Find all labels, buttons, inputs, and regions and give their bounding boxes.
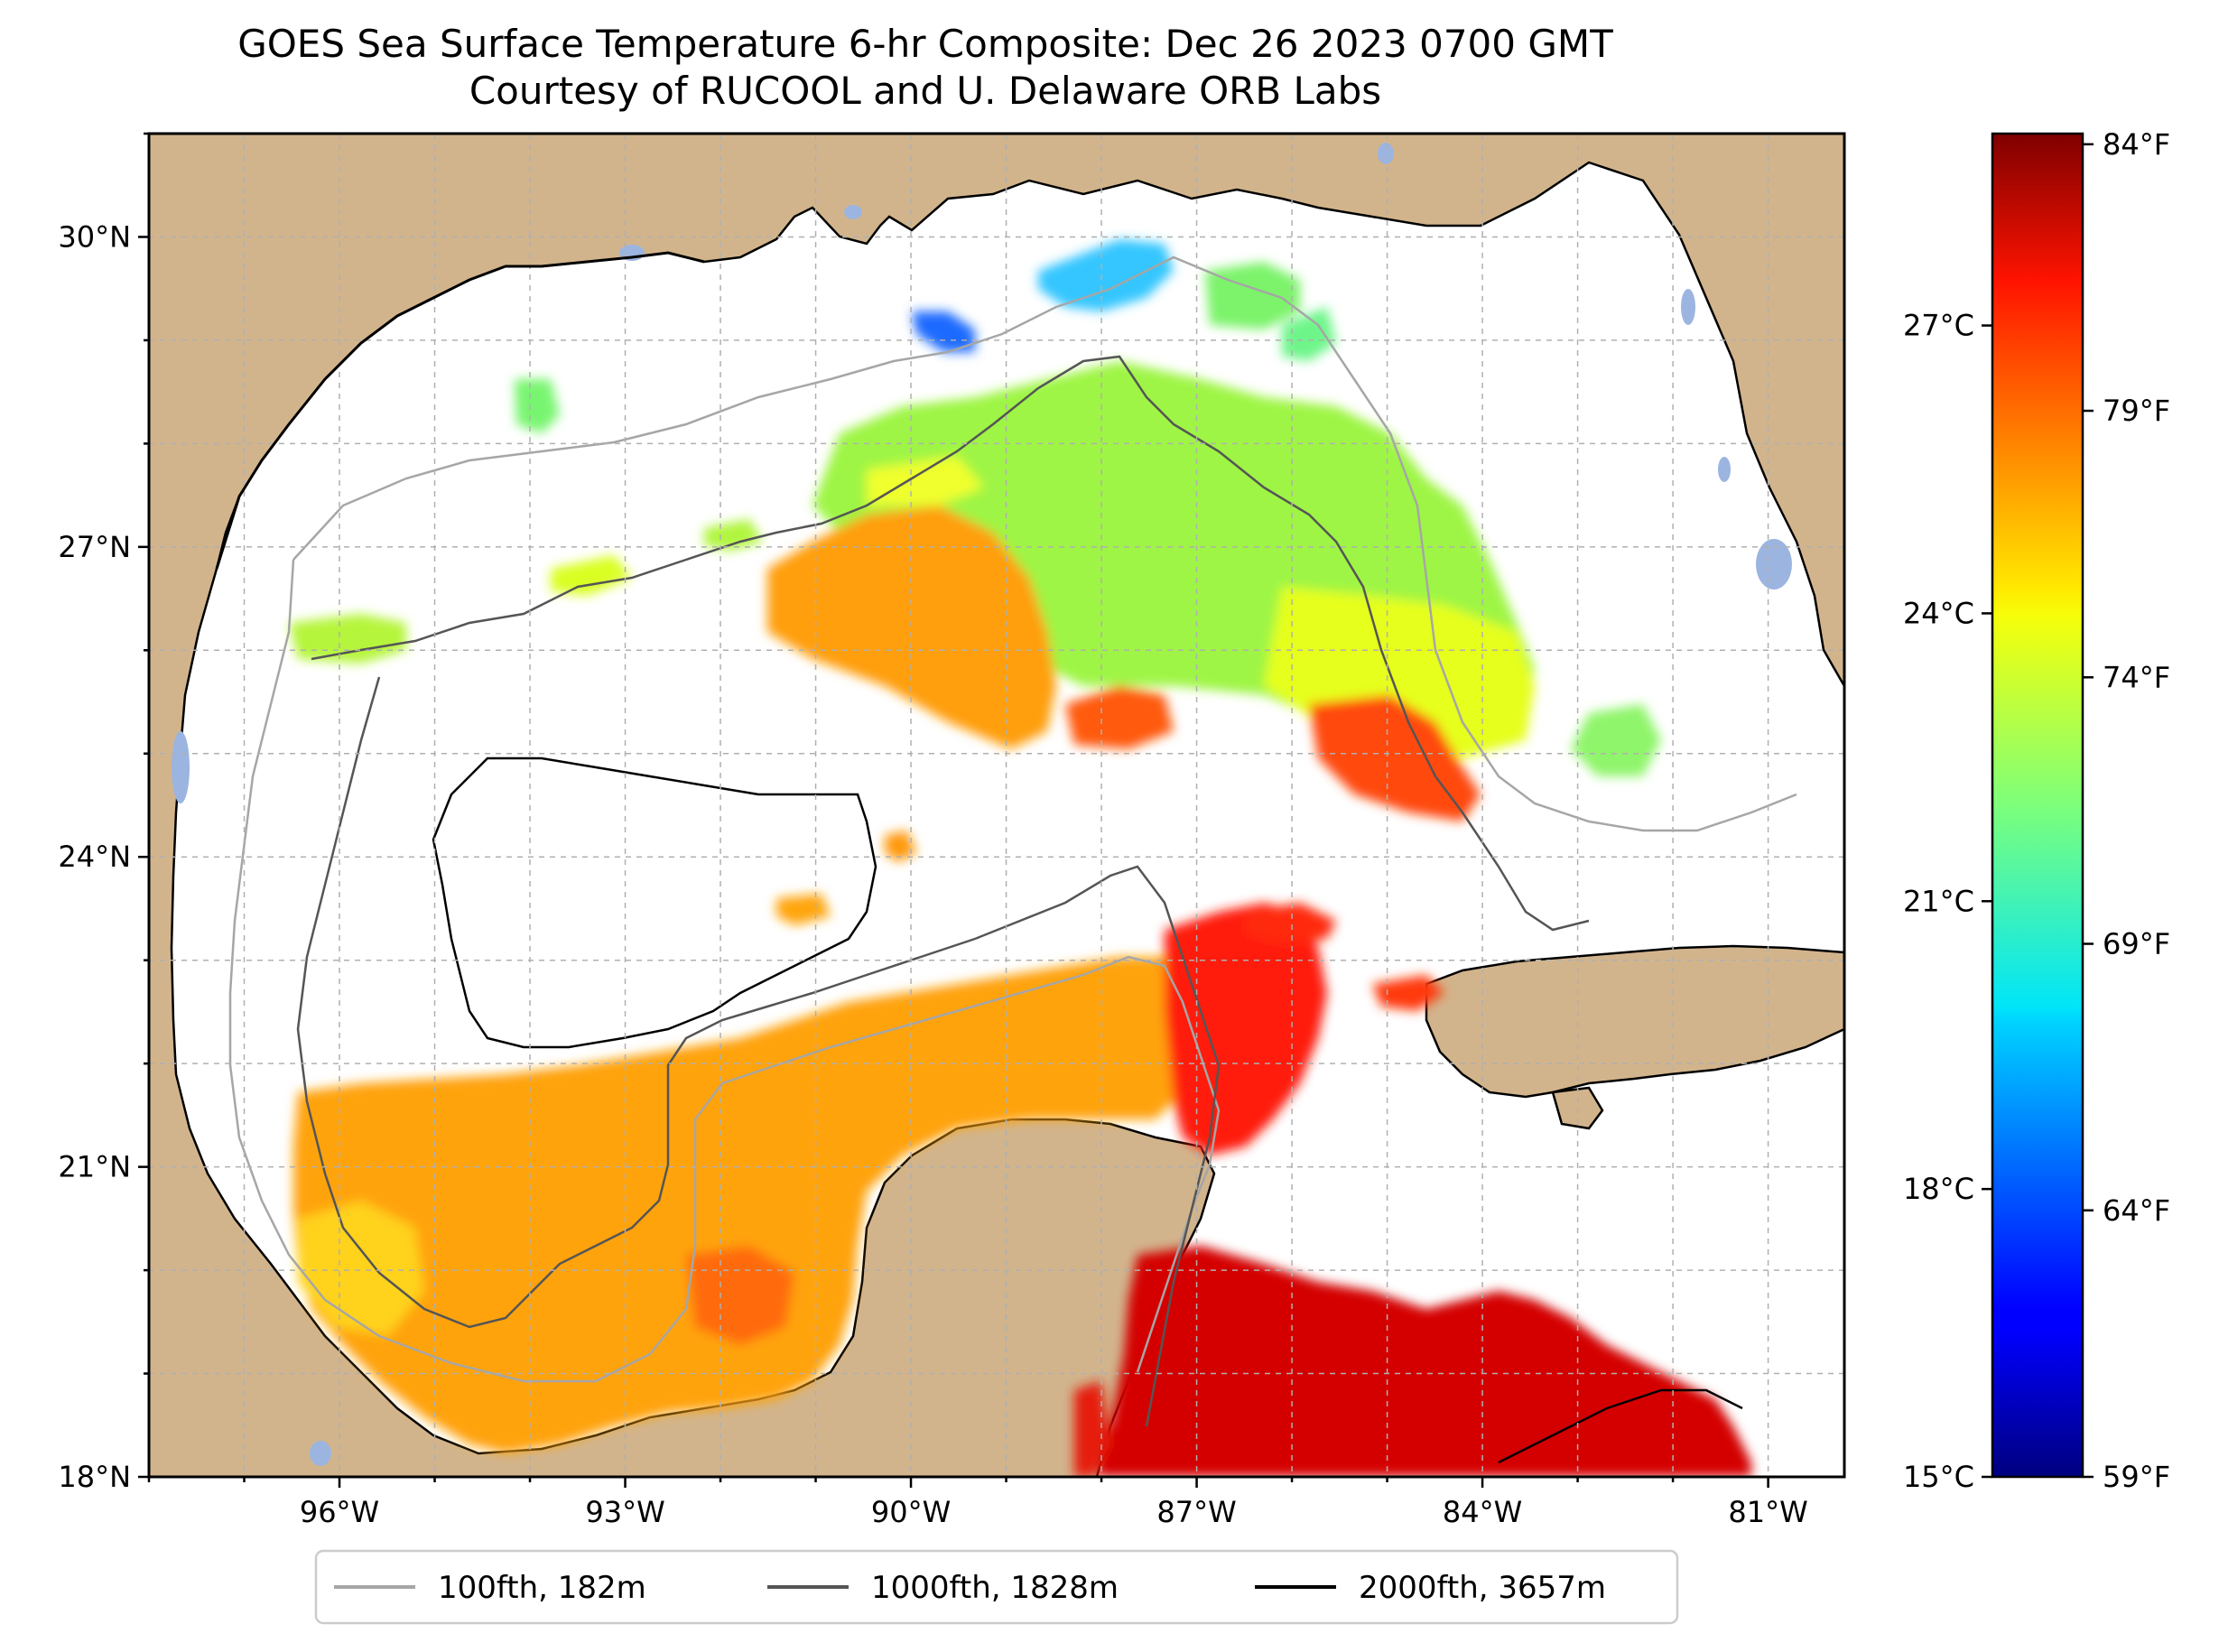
colorbar-fahrenheit-label: 74°F bbox=[2103, 660, 2170, 694]
colorbar-celsius-label: 18°C bbox=[1903, 1172, 1974, 1206]
sst-patch-orange-small2 bbox=[776, 894, 831, 925]
lat-tick-label: 27°N bbox=[58, 530, 131, 564]
chart-title: GOES Sea Surface Temperature 6-hr Compos… bbox=[237, 22, 1613, 66]
chart-subtitle: Courtesy of RUCOOL and U. Delaware ORB L… bbox=[469, 69, 1382, 113]
colorbar-celsius-axis: 15°C 18°C 21°C 24°C 27°C bbox=[1903, 309, 1992, 1494]
lat-tick-label: 24°N bbox=[58, 840, 131, 874]
map-frame bbox=[147, 132, 1846, 1479]
contour-1000fth bbox=[296, 355, 1590, 1427]
colorbar bbox=[1991, 132, 2084, 1479]
colorbar-fahrenheit-label: 59°F bbox=[2103, 1460, 2170, 1494]
sst-patch-loop-red bbox=[1165, 903, 1327, 1155]
sst-patch-green2 bbox=[1282, 307, 1336, 361]
colorbar-celsius-label: 24°C bbox=[1903, 596, 1974, 630]
colorbar-celsius-label: 21°C bbox=[1903, 884, 1974, 918]
sst-patch-red-cuba-north bbox=[1372, 975, 1444, 1011]
sst-patch-redorange2 bbox=[1309, 695, 1481, 821]
contour-100fth bbox=[228, 255, 1797, 1383]
colorbar-fahrenheit-label: 84°F bbox=[2103, 127, 2170, 162]
legend: 100fth, 182m 1000fth, 1828m 2000fth, 3657m bbox=[314, 1549, 1679, 1625]
sst-patch-orange-west bbox=[767, 506, 1056, 749]
contour-2000fth bbox=[432, 756, 1743, 1464]
sst-patch-loop-red-north bbox=[1246, 903, 1336, 943]
lon-tick-label: 96°W bbox=[300, 1495, 379, 1529]
colorbar-fahrenheit-label: 69°F bbox=[2103, 927, 2170, 961]
sst-patch-orange-small1 bbox=[885, 831, 916, 862]
legend-label: 100fth, 182m bbox=[438, 1570, 646, 1606]
lon-tick-label: 93°W bbox=[585, 1495, 664, 1529]
sst-patch-green3 bbox=[515, 379, 560, 433]
sst-patch-greenyellow-east bbox=[1571, 704, 1661, 776]
sst-patch-green-wshelf bbox=[704, 519, 763, 551]
latitude-axis: 30°N 27°N 24°N 21°N 18°N bbox=[58, 132, 149, 1494]
longitude-axis: 96°W 93°W 90°W 87°W 84°W 81°W bbox=[147, 1477, 1808, 1529]
coastline bbox=[215, 251, 705, 570]
sst-patch-green1 bbox=[1205, 262, 1300, 329]
sst-patch-redorange1 bbox=[1065, 686, 1174, 749]
lon-tick-label: 81°W bbox=[1728, 1495, 1807, 1529]
lon-tick-label: 87°W bbox=[1156, 1495, 1236, 1529]
land bbox=[149, 134, 1844, 1477]
colorbar-fahrenheit-label: 79°F bbox=[2103, 394, 2170, 428]
lon-tick-label: 90°W bbox=[871, 1495, 951, 1529]
sst-patch-blue bbox=[912, 311, 975, 352]
lon-tick-label: 84°W bbox=[1443, 1495, 1522, 1529]
colorbar-fahrenheit-label: 64°F bbox=[2103, 1193, 2170, 1228]
lat-tick-label: 18°N bbox=[58, 1460, 131, 1494]
legend-box bbox=[314, 1549, 1679, 1625]
sst-patch-yellow-wshelf bbox=[551, 555, 632, 596]
sst-patch-yellowgreen-wcoast bbox=[289, 614, 406, 664]
colorbar-fahrenheit-axis: 59°F 64°F 69°F 74°F 79°F 84°F bbox=[2083, 127, 2170, 1494]
sst-patch-yellow-north bbox=[867, 456, 984, 506]
colorbar-celsius-label: 27°C bbox=[1903, 309, 1974, 343]
legend-label: 2000fth, 3657m bbox=[1359, 1570, 1606, 1606]
legend-label: 1000fth, 1828m bbox=[871, 1570, 1119, 1606]
sst-patch-campeche bbox=[293, 957, 1201, 1453]
sst-patch-cool bbox=[1038, 239, 1174, 311]
lat-tick-label: 21°N bbox=[58, 1150, 131, 1184]
colorbar-celsius-label: 15°C bbox=[1903, 1460, 1974, 1494]
lat-tick-label: 30°N bbox=[58, 219, 131, 254]
gridlines bbox=[149, 134, 1844, 1477]
